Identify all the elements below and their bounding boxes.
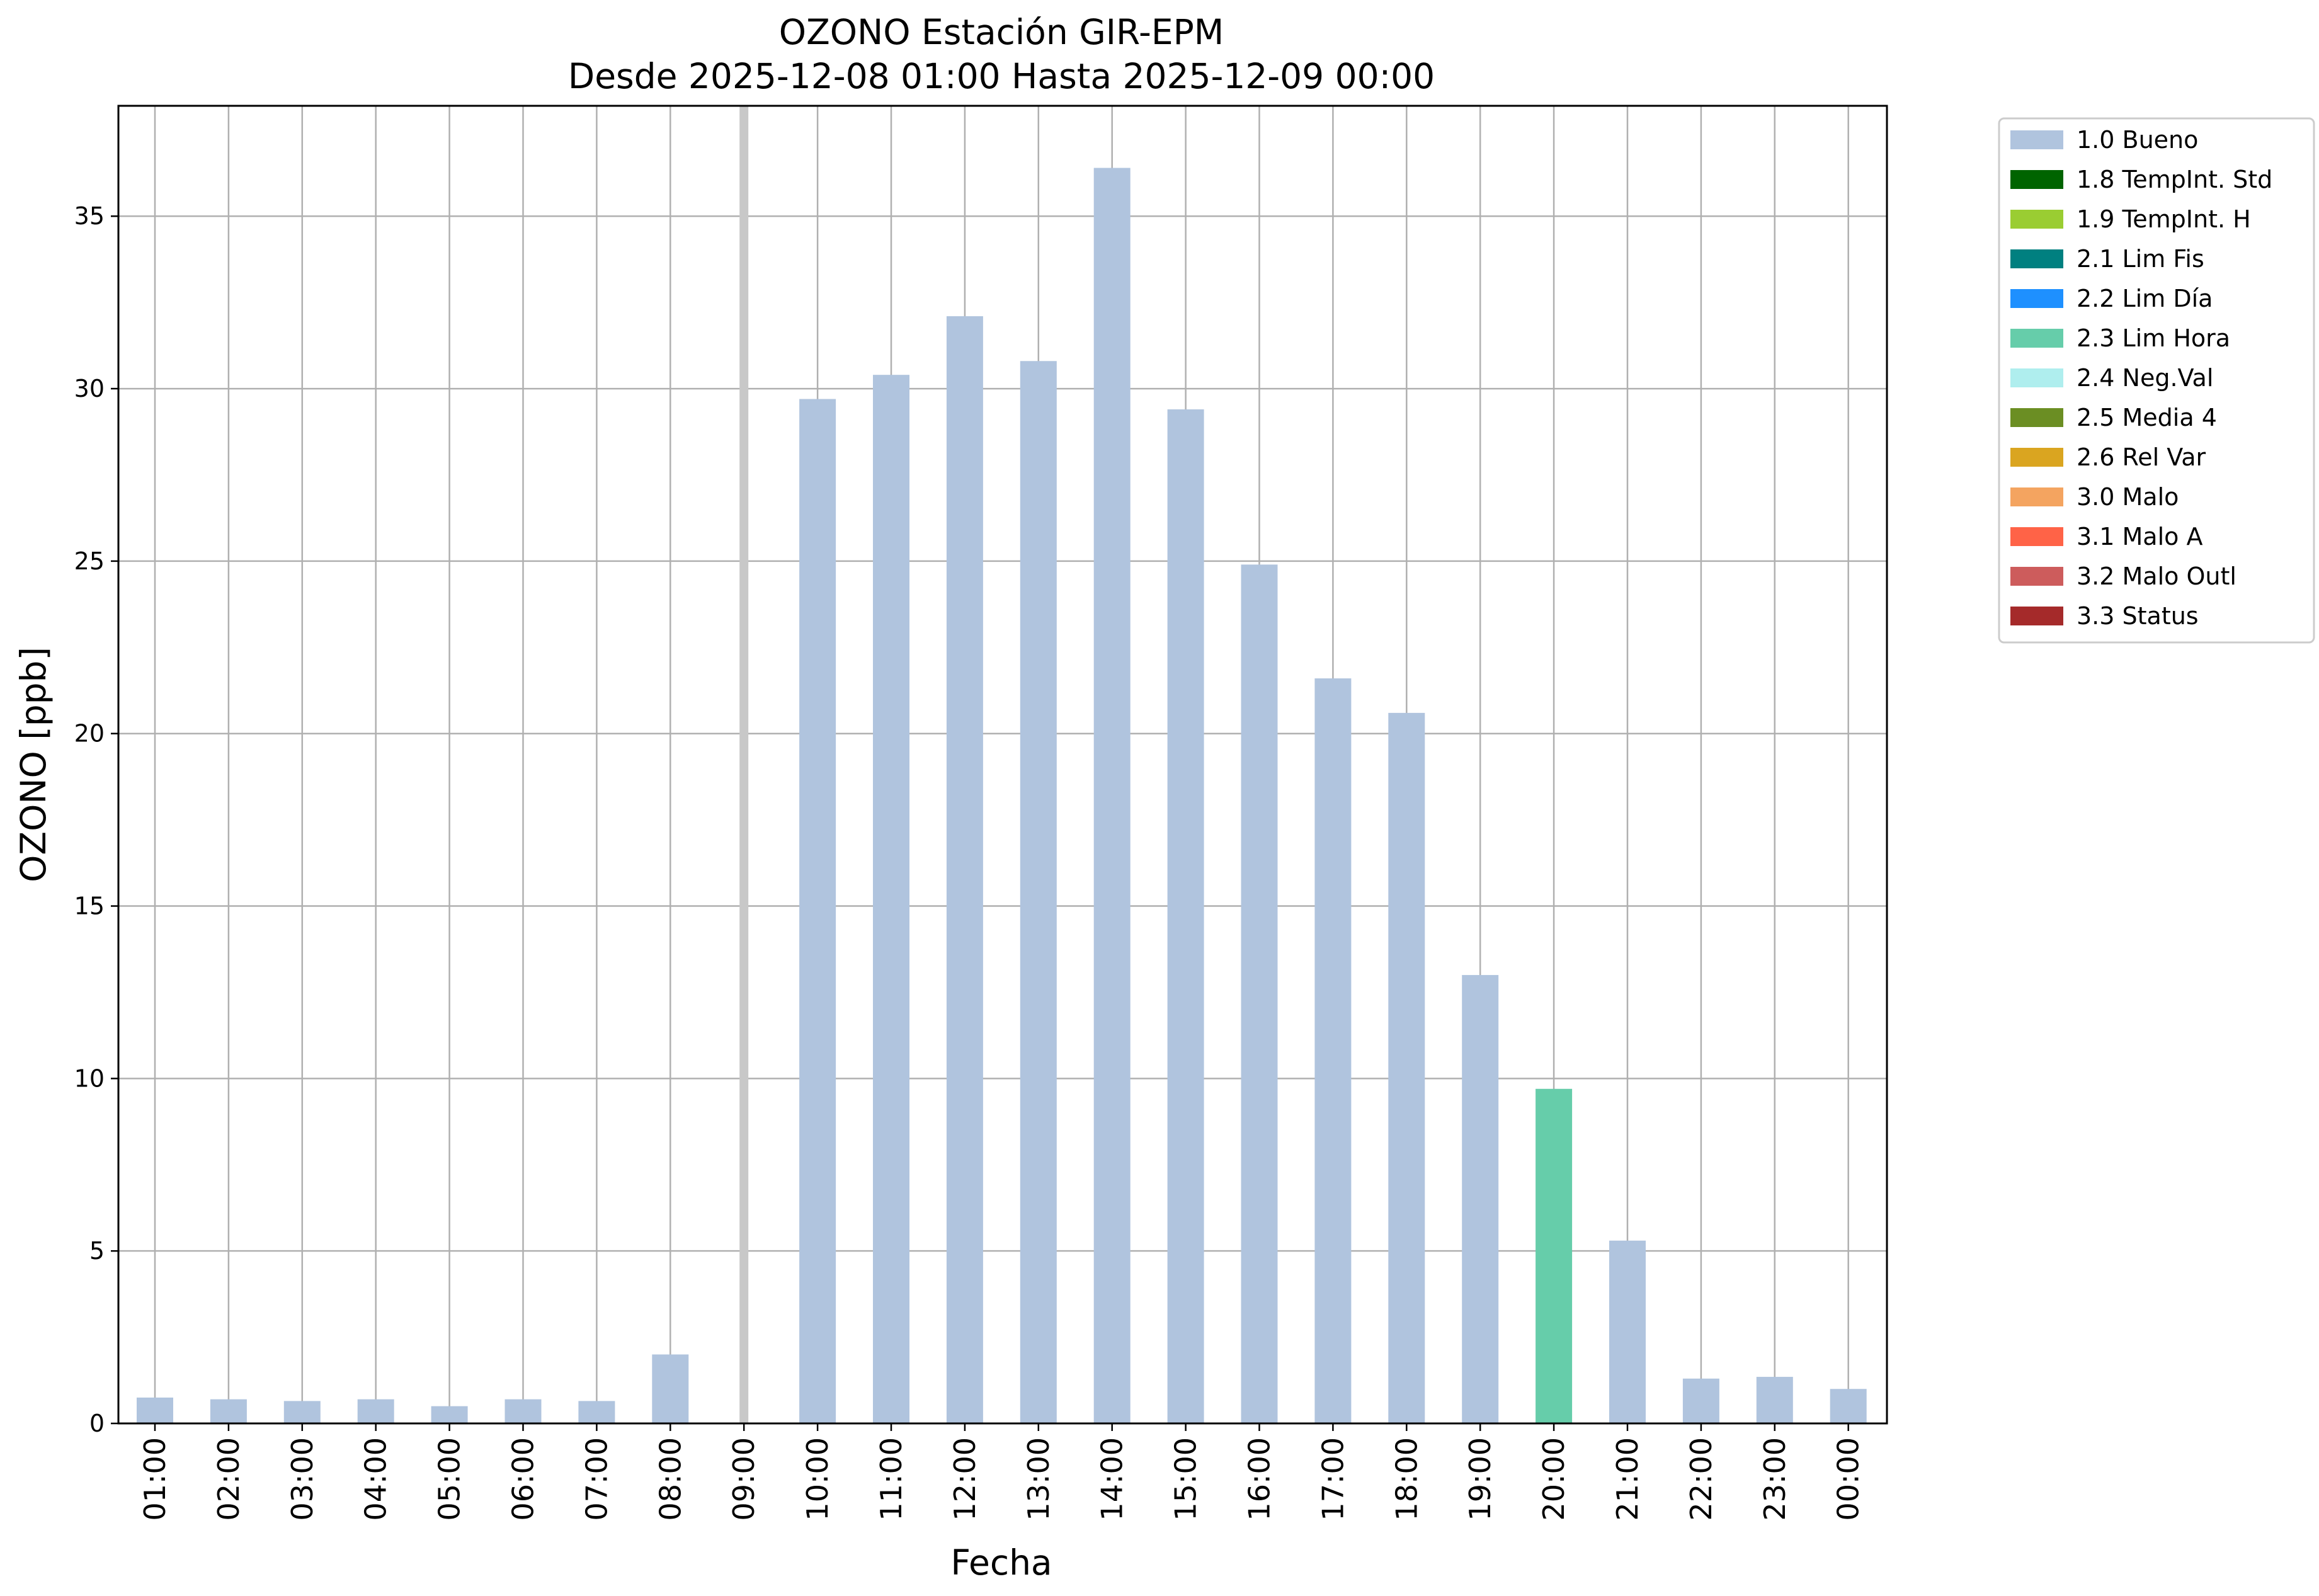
bar [1830, 1389, 1867, 1423]
x-tick-label: 23:00 [1758, 1437, 1792, 1521]
grid-lines [118, 106, 1887, 1425]
bar [210, 1399, 247, 1423]
legend-swatch [2010, 289, 2063, 308]
legend-swatch [2010, 487, 2063, 506]
legend-swatch [2010, 607, 2063, 625]
chart-subtitle: Desde 2025-12-08 01:00 Hasta 2025-12-09 … [568, 56, 1435, 96]
legend-swatch [2010, 130, 2063, 149]
y-axis-ticks: 0 5 10 15 20 25 30 35 [74, 202, 118, 1437]
bar [1682, 1378, 1719, 1423]
legend-box [1998, 117, 2315, 644]
x-tick-label: 13:00 [1022, 1437, 1056, 1521]
y-tick-label: 20 [74, 720, 105, 748]
bar [946, 316, 983, 1423]
bar [799, 399, 836, 1424]
x-tick-label: 11:00 [874, 1437, 908, 1521]
x-axis-label: Fecha [950, 1542, 1052, 1583]
bar [1314, 678, 1352, 1423]
x-tick-label: 03:00 [285, 1437, 319, 1521]
legend-swatch [2010, 170, 2063, 189]
x-tick-label: 22:00 [1684, 1437, 1718, 1521]
chart-title: OZONO Estación GIR-EPM [779, 12, 1224, 52]
bar [1388, 712, 1425, 1423]
x-tick-label: 10:00 [801, 1437, 835, 1521]
x-tick-label: 21:00 [1610, 1437, 1644, 1521]
x-tick-label: 14:00 [1095, 1437, 1129, 1521]
x-tick-label: 09:00 [727, 1437, 761, 1521]
bar [652, 1354, 689, 1423]
bar [1462, 975, 1499, 1423]
legend-swatch [2010, 368, 2063, 387]
legend-swatch [2010, 567, 2063, 586]
legend-swatch [2010, 408, 2063, 427]
legend: 1.0 Bueno 1.8 TempInt. Std 1.9 TempInt. H 2… [1998, 117, 2315, 644]
y-tick-label: 35 [74, 202, 105, 230]
legend-label: 2.6 Rel Var [2077, 443, 2206, 471]
bar [1020, 361, 1057, 1423]
missing-data-line [739, 106, 749, 1423]
legend-swatch [2010, 527, 2063, 546]
x-tick-label: 06:00 [506, 1437, 540, 1521]
legend-label: 3.1 Malo A [2077, 523, 2202, 550]
x-axis-ticks: 01:00 02:00 03:00 04:00 05:00 06:00 07:00 08:00… [138, 1423, 1866, 1521]
legend-label: 3.2 Malo Outl [2077, 562, 2236, 590]
x-tick-label: 08:00 [653, 1437, 687, 1521]
bar [873, 375, 909, 1423]
bar [504, 1399, 542, 1423]
x-tick-label: 05:00 [433, 1437, 467, 1521]
bar [357, 1399, 394, 1423]
y-axis-label: OZONO [ppb] [13, 647, 54, 882]
y-tick-label: 15 [74, 892, 105, 920]
bar [431, 1406, 468, 1423]
legend-label: 2.5 Media 4 [2077, 404, 2217, 431]
bar [1536, 1088, 1573, 1423]
y-tick-label: 10 [74, 1064, 105, 1092]
missing-data-marker [739, 106, 749, 1423]
bar [1756, 1377, 1793, 1423]
legend-swatch [2010, 329, 2063, 348]
legend-swatch [2010, 448, 2063, 467]
legend-swatch [2010, 249, 2063, 268]
bar [1609, 1240, 1646, 1423]
bar [1241, 564, 1278, 1424]
bar [137, 1397, 173, 1423]
legend-label: 1.0 Bueno [2077, 126, 2198, 154]
legend-label: 2.4 Neg.Val [2077, 364, 2213, 392]
x-tick-label: 19:00 [1463, 1437, 1497, 1521]
legend-label: 3.0 Malo [2077, 483, 2179, 511]
legend-label: 2.2 Lim Día [2077, 285, 2213, 312]
x-tick-label: 12:00 [948, 1437, 982, 1521]
x-tick-label: 16:00 [1243, 1437, 1277, 1521]
x-tick-label: 17:00 [1316, 1437, 1350, 1521]
legend-label: 1.8 TempInt. Std [2077, 166, 2272, 193]
x-tick-label: 01:00 [138, 1437, 172, 1521]
legend-label: 1.9 TempInt. H [2077, 205, 2251, 233]
y-tick-label: 25 [74, 547, 105, 575]
y-tick-label: 5 [89, 1237, 105, 1265]
legend-label: 3.3 Status [2077, 602, 2199, 630]
x-tick-label: 20:00 [1537, 1437, 1571, 1521]
x-tick-label: 04:00 [359, 1437, 393, 1521]
bars [137, 168, 1867, 1424]
x-tick-label: 15:00 [1169, 1437, 1203, 1521]
bar [1167, 409, 1204, 1423]
legend-label: 2.3 Lim Hora [2077, 324, 2230, 352]
x-tick-label: 00:00 [1832, 1437, 1866, 1521]
legend-swatch [2010, 210, 2063, 229]
legend-label: 2.1 Lim Fis [2077, 245, 2204, 273]
y-tick-label: 30 [74, 375, 105, 402]
bar [1093, 168, 1131, 1423]
bar [283, 1401, 321, 1423]
x-tick-label: 18:00 [1389, 1437, 1423, 1521]
x-tick-label: 07:00 [579, 1437, 613, 1521]
bar [578, 1401, 615, 1423]
y-tick-label: 0 [89, 1410, 105, 1437]
plot-frame [117, 105, 1888, 1425]
x-tick-label: 02:00 [212, 1437, 246, 1521]
